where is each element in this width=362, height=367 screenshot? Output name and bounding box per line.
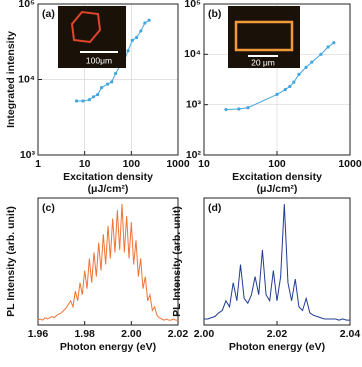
x-tick-label: 2.00 [121, 328, 142, 340]
y-tick-label: 10⁴ [184, 48, 201, 60]
x-tick-label: 2.02 [168, 328, 189, 340]
data-point [283, 87, 287, 92]
data-point [275, 92, 279, 96]
inset-shape [70, 10, 102, 44]
x-tick-label: 10 [198, 158, 210, 170]
x-tick-label: 2.04 [340, 328, 361, 340]
data-point [288, 84, 292, 89]
x-axis-label: Excitation density [232, 171, 322, 183]
data-point [237, 107, 241, 111]
data-point [81, 99, 85, 103]
x-axis-label: Excitation density [63, 171, 153, 183]
data-point [224, 107, 228, 112]
x-axis-label: Photon energy (eV) [229, 341, 325, 353]
y-tick-label: 10³ [186, 98, 202, 110]
y-tick-label: 10⁵ [184, 0, 201, 10]
x-tick-label: 1000 [338, 158, 362, 170]
scale-label: 20 μm [251, 57, 275, 67]
y-tick-label: 10³ [20, 149, 36, 161]
spectrum-line [37, 204, 178, 321]
data-point [147, 18, 151, 22]
data-point [246, 106, 250, 110]
panel: 1 10 100 1000 10³ 10⁴ 10⁵ (a) Integrated intensi… [5, 0, 190, 195]
y-axis-label: PL Intensity (arb. unit) [5, 206, 17, 317]
x-axis-label: (μJ/cm²) [257, 183, 298, 195]
x-tick-label: 1.96 [28, 328, 49, 340]
x-axis-label: (μJ/cm²) [88, 183, 129, 195]
data-point [74, 99, 79, 103]
x-tick-label: 100 [268, 158, 286, 170]
inset-image [228, 6, 300, 68]
x-tick-label: 100 [123, 158, 141, 170]
x-tick-label: 1 [35, 158, 41, 170]
plot-frame [203, 3, 351, 156]
data-point [87, 98, 91, 102]
data-point [143, 21, 147, 25]
data-point [91, 95, 96, 99]
panel: 1.96 1.98 2.00 2.02 (c) PL Intensity (arb. un… [5, 197, 189, 353]
y-tick-label: 10² [186, 149, 202, 161]
x-axis-label: Photon energy (eV) [60, 341, 156, 353]
data-point [332, 41, 336, 45]
x-tick-label: 2.00 [194, 328, 215, 340]
scale-label: 100μm [86, 55, 112, 65]
data-point [326, 45, 330, 49]
data-point [130, 38, 134, 42]
inset-a: 100μm [58, 6, 126, 68]
data-point [135, 35, 139, 40]
data-point [297, 72, 301, 76]
data-point [110, 80, 114, 84]
data-point [139, 29, 143, 33]
y-axis-label: PL Intensity (arb. unit) [171, 206, 183, 317]
x-tick-label: 1000 [166, 158, 190, 170]
data-point [96, 93, 100, 97]
panel-label: (c) [42, 202, 55, 214]
data-point [99, 86, 104, 90]
inset-shape [234, 20, 294, 52]
y-tick-label: 10⁵ [18, 0, 35, 10]
y-tick-label: 10⁴ [18, 73, 35, 85]
panel-label: (d) [208, 202, 221, 214]
panel-label: (a) [42, 8, 55, 20]
data-point [113, 71, 118, 76]
panel-label: (b) [208, 8, 221, 20]
plot-frame [37, 3, 179, 156]
plot-frame [37, 197, 179, 326]
data-point [126, 49, 130, 53]
data-point [304, 65, 308, 70]
x-tick-label: 1.98 [74, 328, 95, 340]
y-axis-label: Integrated intensity [5, 31, 17, 128]
data-point [292, 80, 296, 84]
spectrum-line [204, 204, 350, 321]
x-tick-label: 2.02 [267, 328, 288, 340]
inset-image [58, 6, 126, 68]
data-point [310, 60, 314, 64]
panel: 2.00 2.02 2.04 (d) PL Intensity (arb. unit) P… [171, 197, 361, 353]
inset-b: 20 μm [228, 6, 300, 68]
data-point [105, 82, 110, 86]
x-tick-label: 10 [79, 158, 91, 170]
plot-frame [203, 197, 351, 326]
data-point [319, 52, 323, 56]
